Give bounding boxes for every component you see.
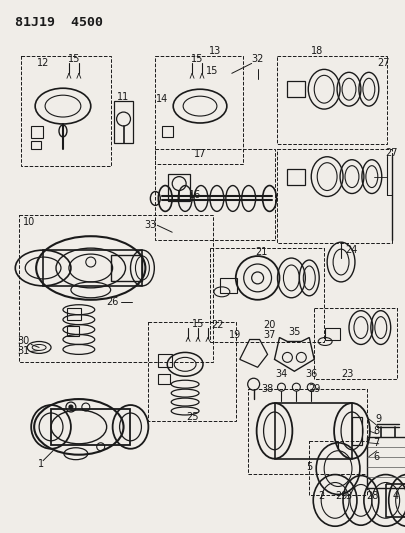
Text: 7: 7 bbox=[373, 438, 379, 448]
Text: 9: 9 bbox=[375, 414, 381, 424]
Bar bbox=[31, 126, 43, 138]
Text: 16: 16 bbox=[188, 190, 201, 200]
Bar bbox=[324, 328, 339, 341]
Text: 31: 31 bbox=[17, 346, 29, 357]
Bar bbox=[31, 141, 41, 149]
Text: 34: 34 bbox=[275, 369, 287, 379]
Text: 25: 25 bbox=[185, 412, 198, 422]
Text: 81J19  4500: 81J19 4500 bbox=[15, 16, 103, 29]
Bar bbox=[247, 389, 366, 474]
Bar bbox=[168, 174, 190, 201]
Bar bbox=[148, 321, 235, 421]
Text: 3: 3 bbox=[344, 491, 350, 502]
Text: 22: 22 bbox=[211, 320, 224, 329]
Bar bbox=[113, 101, 133, 143]
Text: 13: 13 bbox=[208, 46, 220, 56]
Text: 21: 21 bbox=[255, 247, 267, 257]
Bar bbox=[158, 354, 172, 367]
Bar bbox=[351, 417, 361, 445]
Bar bbox=[313, 308, 396, 379]
Bar bbox=[21, 56, 111, 166]
Text: 10: 10 bbox=[23, 217, 35, 227]
Text: 5: 5 bbox=[305, 462, 311, 472]
Text: 8: 8 bbox=[373, 426, 379, 436]
Text: 6: 6 bbox=[373, 451, 379, 462]
Bar bbox=[155, 149, 274, 240]
Text: 33: 33 bbox=[144, 220, 156, 230]
Text: 26: 26 bbox=[106, 297, 119, 307]
Circle shape bbox=[69, 405, 73, 409]
Bar bbox=[162, 126, 173, 137]
Text: 2: 2 bbox=[317, 491, 324, 502]
Text: 19: 19 bbox=[228, 329, 240, 340]
Bar bbox=[67, 326, 79, 336]
Bar bbox=[67, 308, 81, 320]
Text: 15: 15 bbox=[190, 54, 203, 64]
Text: 38: 38 bbox=[261, 384, 273, 394]
Bar bbox=[43, 250, 142, 286]
Text: 36: 36 bbox=[305, 369, 317, 379]
Text: 37: 37 bbox=[263, 329, 275, 340]
Bar bbox=[51, 409, 130, 445]
Text: 15: 15 bbox=[68, 54, 80, 64]
Text: 18: 18 bbox=[310, 46, 322, 56]
Bar bbox=[274, 403, 351, 459]
Bar bbox=[277, 149, 391, 243]
Text: 11: 11 bbox=[117, 92, 129, 102]
Text: 1: 1 bbox=[38, 458, 44, 469]
Bar bbox=[366, 437, 405, 488]
Text: 29: 29 bbox=[307, 384, 320, 394]
Bar bbox=[309, 441, 366, 495]
Text: 30: 30 bbox=[17, 336, 29, 346]
Text: 29: 29 bbox=[334, 491, 346, 502]
Text: 32: 32 bbox=[251, 54, 263, 64]
Text: 4: 4 bbox=[392, 491, 398, 502]
Text: 15: 15 bbox=[192, 319, 204, 329]
Text: 15: 15 bbox=[205, 66, 217, 76]
Text: 28: 28 bbox=[366, 491, 378, 502]
Text: 27: 27 bbox=[377, 59, 389, 68]
Text: 12: 12 bbox=[37, 59, 49, 68]
Bar bbox=[277, 56, 386, 144]
Text: 24: 24 bbox=[344, 245, 356, 255]
Text: 23: 23 bbox=[340, 369, 352, 379]
Bar bbox=[19, 215, 212, 362]
Bar bbox=[209, 248, 323, 343]
Bar bbox=[385, 483, 405, 517]
Text: 27: 27 bbox=[384, 148, 397, 158]
Bar bbox=[111, 255, 142, 281]
Bar bbox=[155, 56, 242, 164]
Bar bbox=[220, 278, 236, 293]
Bar bbox=[287, 81, 305, 97]
Text: 20: 20 bbox=[263, 320, 275, 329]
Bar bbox=[287, 168, 305, 184]
Text: 14: 14 bbox=[156, 94, 168, 104]
Text: 17: 17 bbox=[193, 149, 206, 159]
Bar bbox=[158, 374, 170, 384]
Text: 35: 35 bbox=[288, 327, 300, 336]
